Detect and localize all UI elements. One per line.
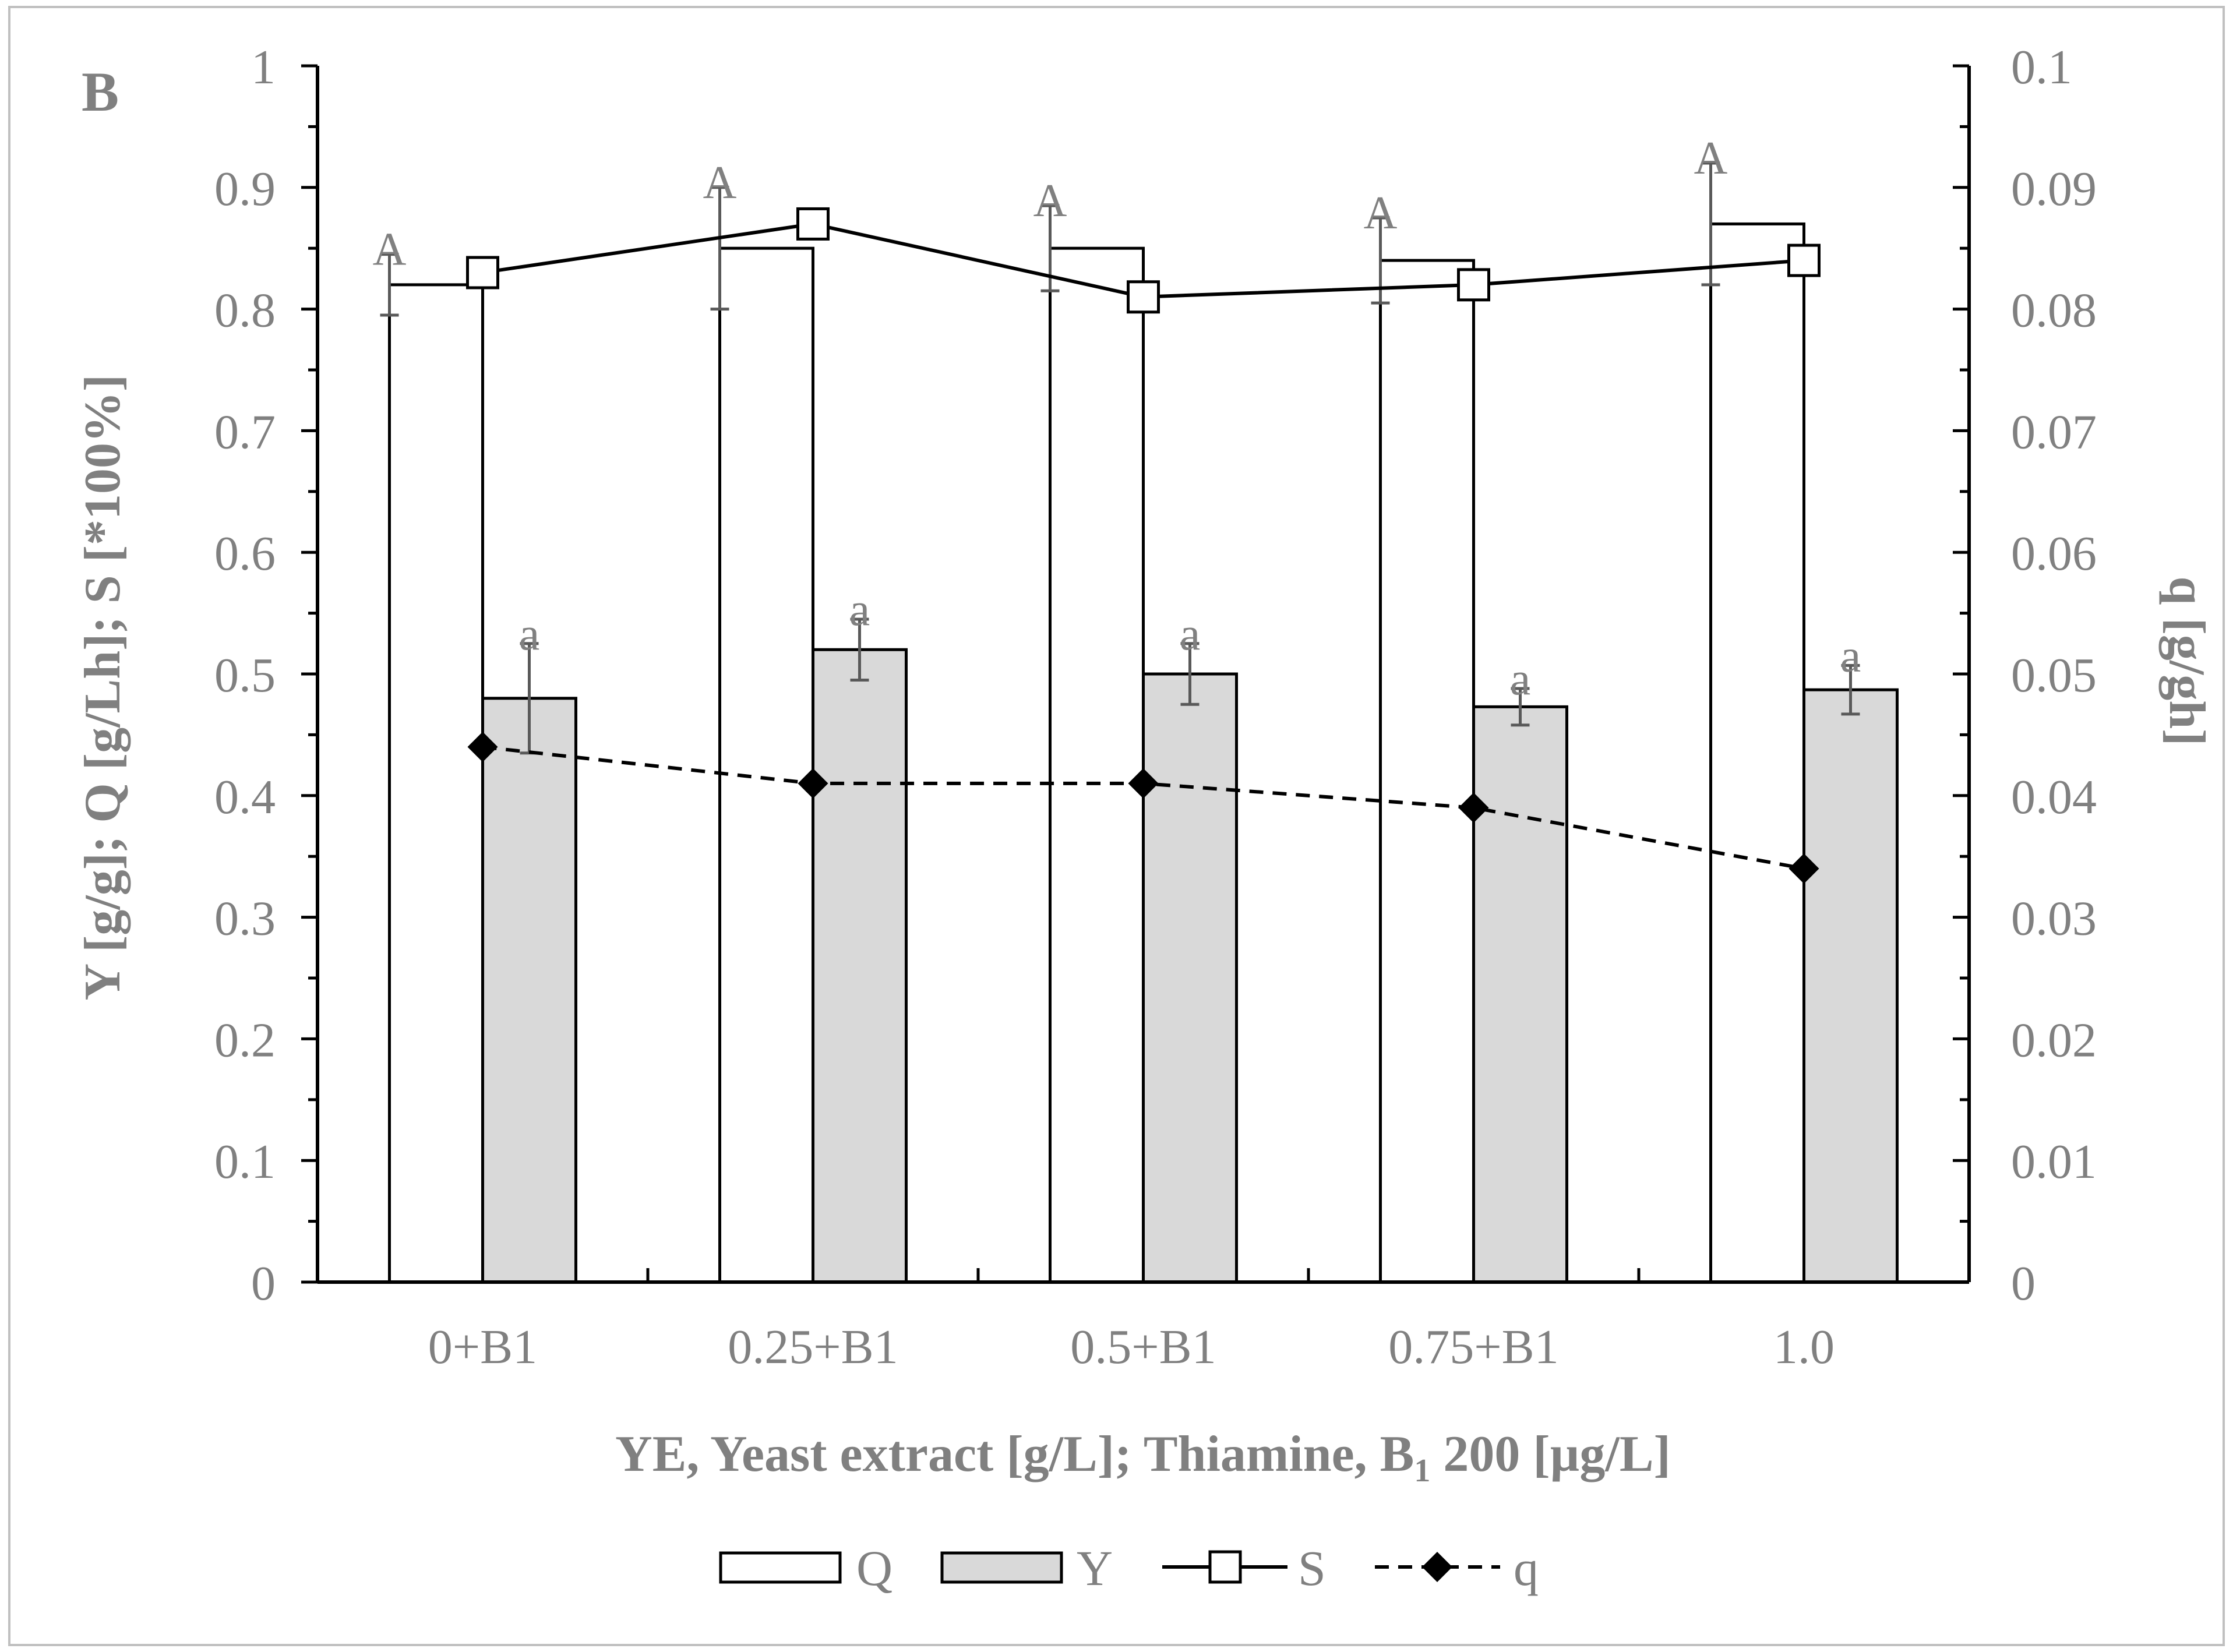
legend-swatch-q xyxy=(719,1551,842,1584)
legend-swatch-y xyxy=(940,1551,1063,1584)
left-tick-label-10: 1 xyxy=(251,40,276,94)
left-tick-label-4: 0.4 xyxy=(214,770,276,824)
left-tick-label-3: 0.3 xyxy=(214,892,276,946)
left-axis-title: Y [g/g]; Q [g/Lh]; S [*100%] xyxy=(75,375,131,1001)
error-bar-y-1 xyxy=(850,617,869,682)
x-axis-title-subscript: 1 xyxy=(1414,1453,1430,1489)
bar-q-0 xyxy=(388,283,484,1284)
bar-y-0 xyxy=(481,697,577,1284)
marker-q-rate-3 xyxy=(1458,792,1489,823)
panel-label: B xyxy=(82,61,119,123)
bar-y-2 xyxy=(1142,672,1238,1284)
right-tick-label-6: 0.06 xyxy=(2011,527,2097,581)
marker-s-2 xyxy=(1127,280,1160,314)
left-tick-label-0: 0 xyxy=(251,1256,276,1311)
legend-label-s: S xyxy=(1298,1540,1326,1596)
x-axis-title-main: YE, Yeast extract [g/L]; Thiamine, B xyxy=(615,1426,1414,1482)
error-bar-y-3 xyxy=(1511,687,1530,727)
lines-layer xyxy=(466,207,1821,884)
annotation-q-0: A xyxy=(373,224,407,276)
right-tick-label-9: 0.09 xyxy=(2011,162,2097,216)
marker-q-rate-4 xyxy=(1788,853,1819,884)
right-tick-label-7: 0.07 xyxy=(2011,405,2097,459)
right-tick-label-8: 0.08 xyxy=(2011,284,2097,338)
legend-marker-q-rate xyxy=(1422,1552,1452,1582)
left-tick-label-1: 0.1 xyxy=(214,1135,276,1189)
legend-label-y: Y xyxy=(1077,1540,1113,1596)
left-tick-label-7: 0.7 xyxy=(214,405,276,459)
left-tick-label-8: 0.8 xyxy=(214,284,276,338)
annotation-y-2: a xyxy=(1180,609,1201,660)
bar-y-4 xyxy=(1802,688,1899,1284)
error-bar-y-2 xyxy=(1180,642,1200,706)
error-bar-q-0 xyxy=(380,253,399,317)
bar-q-4 xyxy=(1709,222,1805,1284)
bars-layer xyxy=(388,222,1899,1284)
marker-s-4 xyxy=(1787,243,1821,277)
left-tick-label-2: 0.2 xyxy=(214,1013,276,1067)
annotation-y-3: a xyxy=(1510,654,1531,705)
bar-q-1 xyxy=(718,246,814,1284)
marker-q-rate-2 xyxy=(1128,768,1159,799)
marker-q-rate-1 xyxy=(798,768,828,799)
right-tick-label-3: 0.03 xyxy=(2011,892,2097,946)
right-tick-label-10: 0.1 xyxy=(2011,40,2072,94)
right-tick-label-2: 0.02 xyxy=(2011,1013,2097,1067)
tick-labels-layer: 0 0 0.1 0.01 0.2 0.02 0.3 0.03 0.4 0.04 0.5 0.05 0.6… xyxy=(214,40,2097,1374)
bar-q-2 xyxy=(1049,246,1145,1284)
bar-y-1 xyxy=(812,648,908,1284)
annotation-y-4: a xyxy=(1840,630,1861,682)
x-tick-label-0: 0+B1 xyxy=(428,1320,537,1374)
right-tick-label-1: 0.01 xyxy=(2011,1135,2097,1189)
error-bar-q-4 xyxy=(1701,161,1720,287)
legend-label-q-rate: q xyxy=(1514,1540,1539,1596)
right-tick-label-0: 0 xyxy=(2011,1256,2036,1311)
ticks-layer xyxy=(301,64,1969,1284)
x-tick-label-4: 1.0 xyxy=(1773,1320,1835,1374)
x-axis-title: YE, Yeast extract [g/L]; Thiamine, B1 20… xyxy=(615,1426,1671,1489)
error-bar-y-4 xyxy=(1841,663,1860,716)
x-tick-label-3: 0.75+B1 xyxy=(1388,1320,1558,1374)
right-axis-title: q [g/gh] xyxy=(2158,577,2215,746)
annotation-y-1: a xyxy=(849,584,870,636)
left-tick-label-9: 0.9 xyxy=(214,162,276,216)
annotation-y-0: a xyxy=(519,609,540,660)
right-tick-label-4: 0.04 xyxy=(2011,770,2097,824)
annotation-q-1: A xyxy=(703,157,737,209)
x-tick-label-2: 0.5+B1 xyxy=(1070,1320,1216,1374)
error-bar-q-1 xyxy=(710,186,729,311)
left-tick-label-5: 0.5 xyxy=(214,648,276,703)
legend-marker-s xyxy=(1208,1550,1242,1584)
annotation-q-3: A xyxy=(1364,188,1398,239)
marker-s-3 xyxy=(1457,268,1490,302)
left-tick-label-6: 0.6 xyxy=(214,527,276,581)
bar-q-3 xyxy=(1379,259,1475,1284)
annotation-q-4: A xyxy=(1694,133,1728,184)
bar-y-3 xyxy=(1472,705,1568,1284)
legend: Q Y S q xyxy=(719,1540,1539,1596)
annotation-q-2: A xyxy=(1033,175,1067,227)
x-tick-label-1: 0.25+B1 xyxy=(728,1320,898,1374)
legend-label-q: Q xyxy=(856,1540,893,1596)
right-tick-label-5: 0.05 xyxy=(2011,648,2097,703)
annotations-layer: Aa Aa Aa Aa Aa xyxy=(373,133,1861,705)
x-axis-title-tail: 200 [µg/L] xyxy=(1430,1426,1670,1482)
marker-s-1 xyxy=(796,207,830,241)
marker-s-0 xyxy=(466,256,499,290)
marker-q-rate-0 xyxy=(467,732,498,763)
